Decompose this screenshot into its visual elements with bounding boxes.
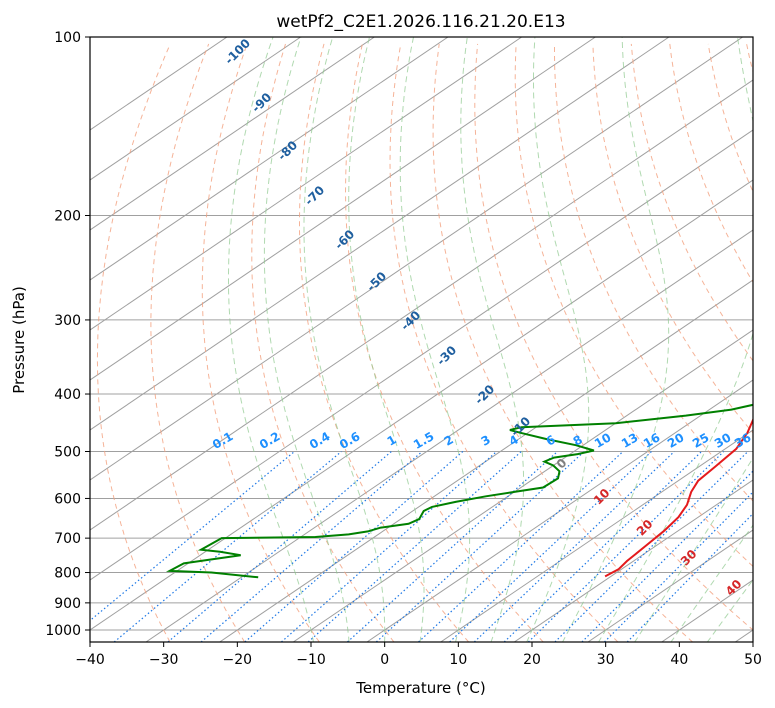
isotherm-line [145,229,753,642]
mixing-ratio-line [527,451,725,642]
mixing-ratio-line [375,451,585,642]
x-tick-label: 10 [449,652,467,668]
isotherm-line [90,37,375,231]
axis-ticks: −40 −30 −20 −10 0 10 20 30 40 50 100 200 300 400 500 60… [45,30,762,668]
mixing-ratio-line [554,451,749,642]
isotherm-line [90,129,753,581]
isotherm-line [90,37,301,181]
mixing-ratio-line [581,470,753,642]
x-tick-label: 40 [670,652,688,668]
isotherm-line [90,179,753,631]
mixing-ratio-line [90,451,295,622]
plot-frame [89,36,754,643]
x-tick-label: −30 [149,652,179,668]
isotherm-line [219,279,753,642]
mixing-ratio-line [626,512,753,642]
moist-adiabat-line [399,37,471,642]
y-tick-label: 500 [54,444,81,460]
mixing-ratio-line [244,451,464,642]
isotherm-line [90,37,743,481]
isotherm-line [90,37,596,381]
mixing-ratio-line [113,451,342,642]
isotherm-line [366,379,753,642]
chart-title: wetPf2_C2E1.2026.116.21.20.E13 [276,12,565,32]
y-axis-title: Pressure (hPa) [10,286,28,394]
y-tick-label: 300 [54,313,81,329]
dry-adiabat-line [514,43,753,568]
y-tick-label: 600 [54,491,81,507]
x-tick-label: 20 [523,652,541,668]
moist-adiabat-line [263,37,350,642]
x-tick-label: 0 [380,652,389,668]
dry-adiabat-line [389,43,619,642]
moist-adiabat-line [634,457,753,642]
dry-adiabat-line [201,43,320,642]
background-lines [90,37,753,642]
mixing-ratio-line [503,451,703,642]
y-tick-label: 700 [54,531,81,547]
isotherm-line [587,529,753,642]
dry-adiabat-line [96,43,171,642]
moist-adiabat-line [706,579,753,642]
dry-adiabat-line [299,43,469,642]
moist-adiabat-line [228,37,314,642]
dry-adiabat-line [251,43,395,642]
x-tick-label: −40 [75,652,105,668]
dewpoint-line [165,403,753,579]
isotherm-line [90,79,753,531]
mixing-ratio-line [418,451,624,642]
profile-lines [165,403,753,579]
dry-adiabat-line [474,43,753,631]
y-tick-label: 100 [54,30,81,46]
x-tick-label: 30 [597,652,615,668]
dry-adiabat-line [630,43,753,362]
isotherm-line [293,329,753,642]
moist-adiabat-line [460,37,525,642]
dry-adiabat-line [592,43,753,434]
moist-adiabat-line [526,37,590,642]
dry-adiabat-line [150,43,246,642]
moist-adiabat-line [670,524,753,642]
moist-adiabat-line [562,37,670,642]
isotherm-line [90,37,522,331]
mixing-ratio-line [603,491,753,642]
dry-adiabat-line [554,43,753,502]
y-tick-label: 900 [54,596,81,612]
x-tick-label: −10 [296,652,326,668]
isotherm-line [90,37,449,281]
y-tick-label: 1000 [45,623,81,639]
isotherm-line [440,429,753,642]
temperature-line [604,417,753,578]
x-tick-label: −20 [223,652,253,668]
moist-adiabat-line [303,37,386,642]
y-tick-label: 800 [54,566,81,582]
plot-background [90,37,753,642]
x-tick-label: 50 [744,652,762,668]
isotherm-line [90,37,670,431]
y-tick-label: 200 [54,209,81,225]
mixing-ratio-line [346,451,558,642]
mixing-ratio-line [167,451,392,642]
dry-adiabat-line [344,43,544,642]
x-axis-title: Temperature (°C) [355,679,485,697]
isotherm-line [514,479,753,642]
y-tick-label: 400 [54,387,81,403]
moist-adiabat-line [348,37,425,642]
dry-adiabat-line [432,43,693,642]
mixing-ratio-line [200,451,423,642]
